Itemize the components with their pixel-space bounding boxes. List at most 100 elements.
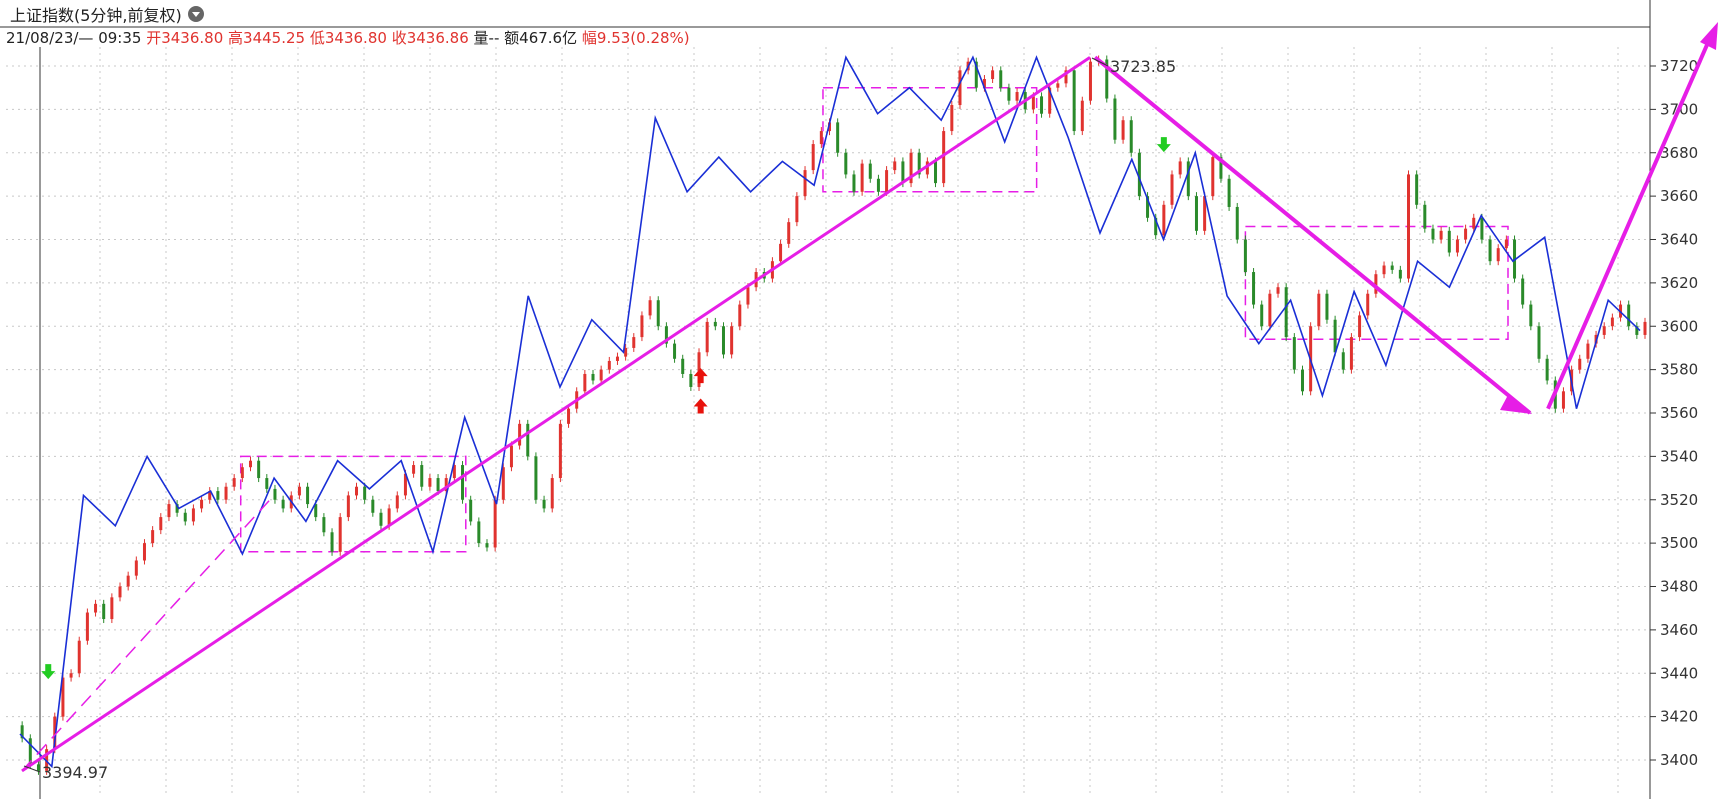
candle-body bbox=[1227, 178, 1231, 207]
candle-body bbox=[346, 495, 350, 518]
candle-body bbox=[1586, 343, 1590, 359]
candle-body bbox=[615, 356, 619, 361]
candle-body bbox=[485, 543, 489, 548]
candle-body bbox=[175, 504, 179, 513]
y-tick-label: 3580 bbox=[1660, 361, 1698, 379]
high-label: 高 bbox=[228, 29, 244, 47]
candle-body bbox=[1088, 61, 1092, 101]
candle-body bbox=[1113, 98, 1117, 140]
volume-value: -- bbox=[488, 29, 500, 47]
candle-body bbox=[1496, 248, 1500, 262]
candle-body bbox=[664, 326, 668, 344]
candle-body bbox=[126, 575, 130, 587]
chevron-down-icon[interactable] bbox=[187, 5, 204, 22]
trend-lines bbox=[21, 22, 1718, 773]
candle-body bbox=[85, 612, 89, 641]
candle-body bbox=[387, 508, 391, 526]
candle-body bbox=[1358, 315, 1362, 338]
candle-body bbox=[1007, 87, 1011, 101]
candle-body bbox=[53, 716, 57, 750]
candle-body bbox=[885, 170, 889, 192]
candle-body bbox=[721, 326, 725, 355]
consolidation-box bbox=[239, 455, 467, 553]
candle-body bbox=[1105, 59, 1109, 99]
candle-body bbox=[1170, 174, 1174, 205]
candle-body bbox=[200, 499, 204, 509]
candle-body bbox=[36, 764, 40, 771]
candle-body bbox=[61, 677, 65, 717]
candle-body bbox=[1072, 70, 1076, 132]
candle-body bbox=[958, 70, 962, 106]
close-label: 收 bbox=[391, 29, 407, 47]
candle-body bbox=[1015, 92, 1019, 101]
y-tick-label: 3520 bbox=[1660, 491, 1698, 509]
candle-body bbox=[501, 467, 505, 500]
amount-value: 467.6亿 bbox=[519, 29, 578, 47]
candle-body bbox=[656, 300, 660, 327]
candle-body bbox=[1341, 352, 1345, 370]
candle-body bbox=[1284, 287, 1288, 338]
close-value: 3436.86 bbox=[406, 29, 469, 47]
candle-body bbox=[1243, 239, 1247, 273]
candle-body bbox=[191, 508, 195, 522]
y-tick-label: 3480 bbox=[1660, 578, 1698, 596]
candle-body bbox=[1268, 293, 1272, 327]
candle-body bbox=[1064, 70, 1068, 84]
candle-body bbox=[607, 360, 611, 370]
candle-body bbox=[705, 321, 709, 353]
candle-body bbox=[1317, 293, 1321, 327]
candle-body bbox=[1382, 265, 1386, 275]
candle-body bbox=[917, 152, 921, 175]
chart-title: 上证指数(5分钟,前复权) bbox=[10, 5, 182, 25]
candle-body bbox=[697, 352, 701, 387]
candle-body bbox=[599, 369, 603, 381]
y-tick-label: 3680 bbox=[1660, 144, 1698, 162]
candle-body bbox=[1537, 326, 1541, 359]
candle-body bbox=[811, 144, 815, 171]
candle-body bbox=[363, 486, 367, 500]
candle-body bbox=[1260, 304, 1264, 327]
downtrend-line bbox=[1093, 55, 1532, 415]
candle-body bbox=[526, 423, 530, 457]
candle-body bbox=[1635, 326, 1639, 335]
candle-body bbox=[273, 488, 277, 500]
candle-body bbox=[974, 61, 978, 88]
candle-body bbox=[94, 603, 98, 613]
candle-body bbox=[624, 347, 628, 357]
y-tick-label: 3720 bbox=[1660, 57, 1698, 75]
uptrend-arrowhead bbox=[1700, 22, 1718, 50]
candle-body bbox=[844, 152, 848, 175]
candle-body bbox=[1390, 265, 1394, 270]
candle-body bbox=[1276, 287, 1280, 294]
high-label-leader bbox=[1091, 57, 1109, 67]
consolidation-box bbox=[1244, 225, 1509, 341]
candle-body bbox=[355, 486, 359, 496]
candle-body bbox=[868, 163, 872, 179]
candle-body bbox=[314, 504, 318, 518]
candle-body bbox=[1349, 337, 1353, 370]
candle-body bbox=[779, 243, 783, 262]
candle-body bbox=[1407, 174, 1411, 279]
y-tick-label: 3600 bbox=[1660, 317, 1698, 335]
candle-body bbox=[183, 512, 187, 522]
y-tick-label: 3400 bbox=[1660, 751, 1698, 769]
candle-body bbox=[1211, 157, 1215, 197]
candle-body bbox=[1121, 120, 1125, 140]
candle-body bbox=[819, 131, 823, 145]
candle-body bbox=[20, 725, 24, 739]
candle-body bbox=[942, 131, 946, 184]
y-tick-label: 3540 bbox=[1660, 447, 1698, 465]
candle-body bbox=[982, 79, 986, 88]
candle-body bbox=[1162, 204, 1166, 236]
candle-body bbox=[322, 517, 326, 533]
y-axis-ticks: 3400 3420 3440 3460 3480 3500 3520 3540 3560 3580… bbox=[1650, 57, 1698, 769]
candle-body bbox=[1292, 337, 1296, 370]
candle-body bbox=[860, 163, 864, 192]
volume-label: 量 bbox=[473, 29, 489, 47]
low-label-leader bbox=[23, 765, 41, 773]
candle-body bbox=[257, 460, 261, 479]
candle-body bbox=[893, 161, 897, 171]
candle-body bbox=[925, 161, 929, 175]
open-value: 3436.80 bbox=[161, 29, 224, 47]
